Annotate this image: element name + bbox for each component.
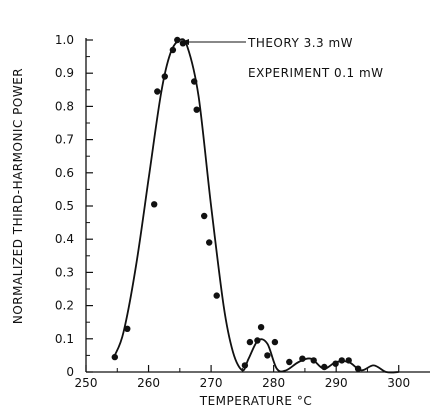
data-points-layer <box>111 36 362 372</box>
y-tick-label: 0.3 <box>55 265 74 279</box>
data-point <box>286 358 293 366</box>
data-point <box>161 73 168 80</box>
data-point <box>299 355 306 362</box>
theory-annotation: THEORY 3.3 mW <box>247 36 353 50</box>
data-point <box>169 46 177 54</box>
x-tick-label: 260 <box>137 376 160 390</box>
data-point <box>271 338 279 346</box>
x-tick-label: 290 <box>325 376 348 390</box>
data-point <box>193 106 200 113</box>
y-tick-label: 0.5 <box>55 199 74 213</box>
x-tick-label: 300 <box>387 376 410 390</box>
experiment-annotation: EXPERIMENT 0.1 mW <box>248 66 384 80</box>
y-tick-label: 0 <box>66 365 74 379</box>
data-point <box>332 360 339 367</box>
data-point <box>179 40 187 47</box>
y-axis-ticks: 0 0.1 0.2 0.3 0.4 0.5 0.6 0.7 0.8 0.9 1.0 <box>55 33 93 379</box>
y-tick-label: 0.8 <box>55 99 74 113</box>
x-tick-label: 270 <box>200 376 223 390</box>
data-point <box>321 363 328 371</box>
y-tick-label: 0.1 <box>55 332 74 346</box>
data-point <box>310 357 317 364</box>
data-point <box>206 239 213 246</box>
y-tick-label: 0.4 <box>55 232 74 246</box>
y-tick-label: 0.9 <box>55 66 74 80</box>
data-point <box>264 352 271 359</box>
data-point <box>246 338 254 346</box>
data-point <box>257 324 265 331</box>
data-point <box>191 78 198 85</box>
y-axis-label: NORMALIZED THIRD-HARMONIC POWER <box>11 68 25 324</box>
y-tick-label: 0.7 <box>55 133 74 147</box>
y-tick-label: 1.0 <box>55 33 74 47</box>
y-tick-label: 0.2 <box>55 299 74 313</box>
data-point <box>213 292 220 299</box>
data-point <box>154 88 161 95</box>
x-axis-label: TEMPERATURE °C <box>199 394 312 408</box>
data-point <box>254 337 261 344</box>
data-point <box>174 36 181 44</box>
data-point <box>338 357 345 364</box>
x-tick-label: 250 <box>75 376 98 390</box>
data-point <box>151 201 158 208</box>
y-tick-label: 0.6 <box>55 166 74 180</box>
x-tick-label: 280 <box>262 376 285 390</box>
axes <box>85 38 430 373</box>
data-point <box>241 362 249 369</box>
data-point <box>354 365 362 372</box>
data-point <box>201 212 208 220</box>
data-point <box>111 353 119 361</box>
data-point <box>124 325 131 332</box>
data-point <box>345 357 352 364</box>
